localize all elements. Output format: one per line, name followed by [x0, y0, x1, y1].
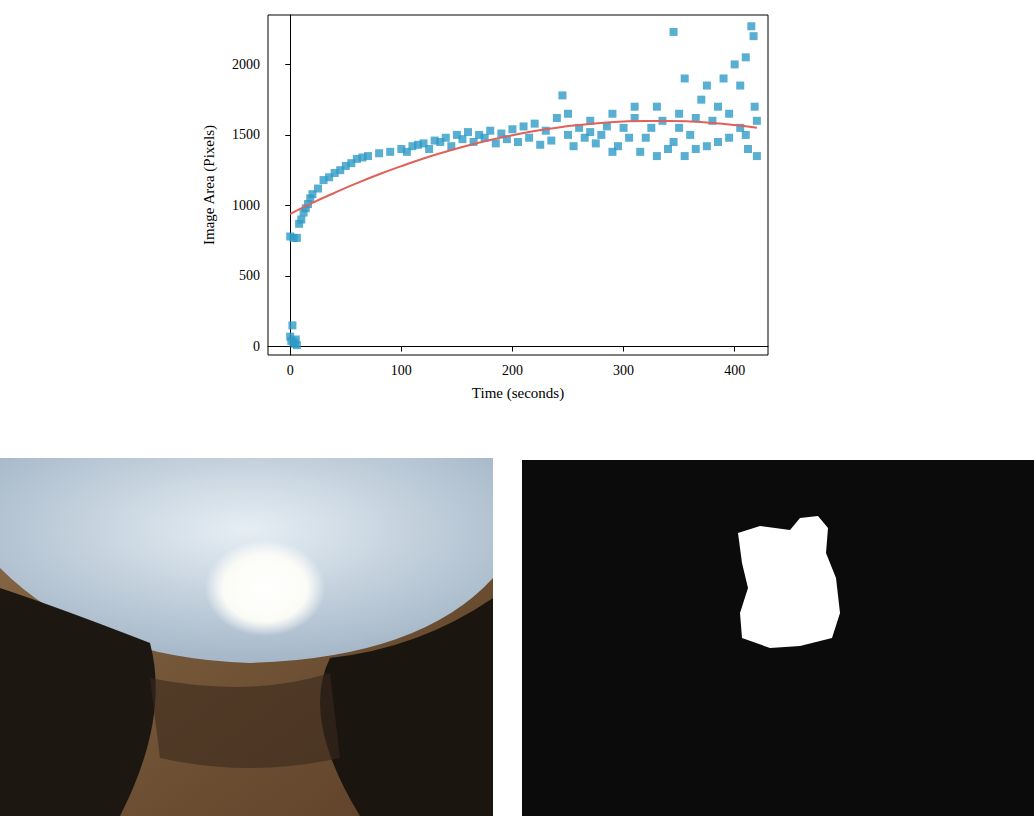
svg-text:500: 500	[239, 268, 260, 283]
svg-text:100: 100	[391, 363, 412, 378]
svg-text:1000: 1000	[232, 198, 260, 213]
svg-text:Image Area (Pixels): Image Area (Pixels)	[201, 125, 218, 245]
svg-text:2000: 2000	[232, 57, 260, 72]
svg-text:300: 300	[613, 363, 634, 378]
svg-text:1500: 1500	[232, 127, 260, 142]
svg-text:0: 0	[253, 339, 260, 354]
svg-text:400: 400	[724, 363, 745, 378]
svg-text:Time (seconds): Time (seconds)	[472, 385, 564, 402]
svg-text:200: 200	[502, 363, 523, 378]
svg-text:0: 0	[287, 363, 294, 378]
